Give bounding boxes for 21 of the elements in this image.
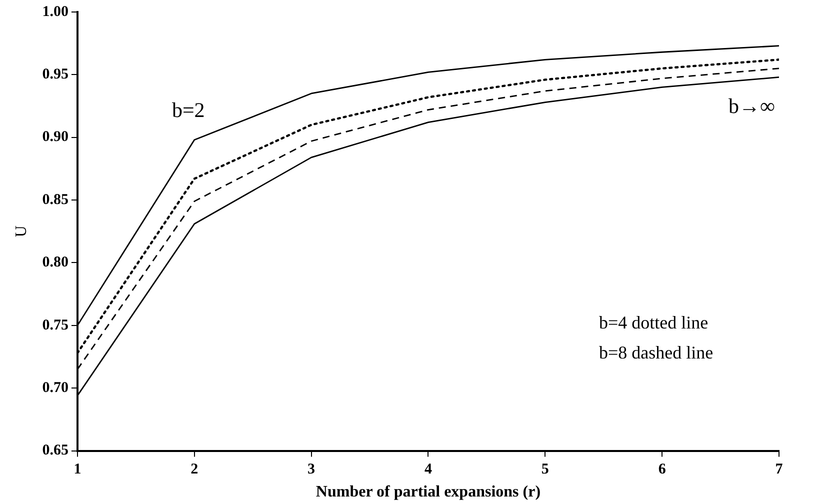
annotation: b=8 dashed line <box>599 342 714 362</box>
x-tick-label: 3 <box>308 462 316 478</box>
y-tick-label: 1.00 <box>42 4 68 20</box>
x-tick-label: 2 <box>190 462 198 478</box>
x-axis-title: Number of partial expansions (r) <box>316 484 541 501</box>
y-tick-label: 0.70 <box>42 380 68 396</box>
y-tick-label: 0.95 <box>42 66 68 83</box>
x-tick-label: 6 <box>658 462 666 478</box>
x-tick-label: 4 <box>424 462 432 478</box>
y-axis-title: U <box>12 225 30 238</box>
y-tick-label: 0.85 <box>42 192 68 208</box>
annotation: b=4 dotted line <box>599 312 708 332</box>
y-tick-label: 0.65 <box>42 442 68 459</box>
x-tick-label: 5 <box>541 462 549 478</box>
series-label: b=2 <box>172 98 205 122</box>
y-tick-label: 0.90 <box>42 129 68 146</box>
y-tick-label: 0.75 <box>42 317 68 334</box>
x-tick-label: 1 <box>74 462 82 478</box>
series-label: b→∞ <box>728 94 776 118</box>
x-tick-label: 7 <box>775 462 784 478</box>
y-tick-label: 0.80 <box>42 254 68 271</box>
